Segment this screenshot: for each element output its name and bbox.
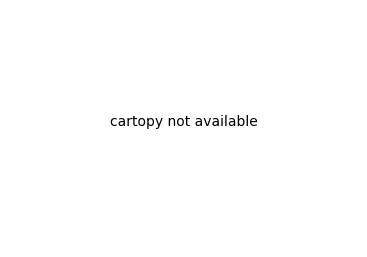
Text: cartopy not available: cartopy not available [110,115,257,129]
